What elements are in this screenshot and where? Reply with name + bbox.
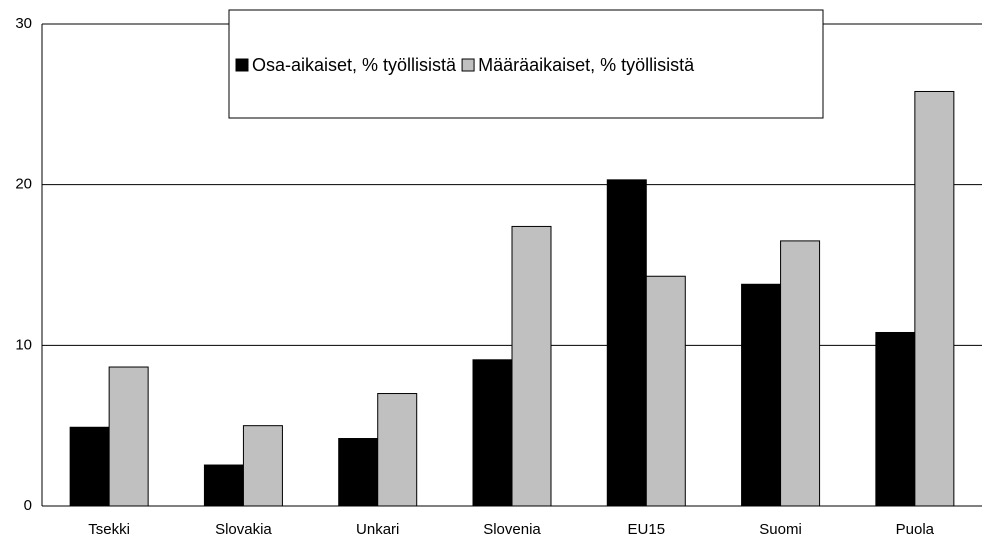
- legend-marker: [461, 58, 475, 72]
- bar: [472, 359, 513, 507]
- bar: [69, 426, 110, 507]
- legend-box: [228, 9, 824, 119]
- x-tick-label: EU15: [628, 521, 666, 538]
- bar: [645, 275, 686, 507]
- legend: Osa-aikaiset, % työllisistä Määräaikaiset…: [228, 9, 824, 119]
- bar: [741, 283, 782, 507]
- bar: [108, 366, 149, 507]
- bar: [242, 425, 283, 507]
- bar: [875, 331, 916, 507]
- bar: [511, 225, 552, 507]
- y-tick-label: 10: [15, 336, 32, 353]
- legend-label: Määräaikaiset, % työllisistä: [478, 55, 695, 75]
- bar: [377, 393, 418, 507]
- x-tick-label: Slovakia: [215, 521, 272, 538]
- bar: [914, 90, 955, 507]
- legend-label: Osa-aikaiset, % työllisistä: [252, 55, 457, 75]
- x-tick-label: Slovenia: [483, 521, 541, 538]
- bar: [606, 179, 647, 507]
- y-tick-label: 0: [24, 497, 32, 514]
- bar: [338, 438, 379, 507]
- x-tick-label: Tsekki: [88, 521, 130, 538]
- x-tick-label: Suomi: [759, 521, 802, 538]
- y-tick-label: 20: [15, 176, 32, 193]
- legend-marker: [235, 58, 249, 72]
- bar: [203, 464, 244, 507]
- x-tick-label: Puola: [896, 521, 935, 538]
- y-tick-label: 30: [15, 15, 32, 32]
- x-tick-label: Unkari: [356, 521, 399, 538]
- bar: [780, 240, 821, 507]
